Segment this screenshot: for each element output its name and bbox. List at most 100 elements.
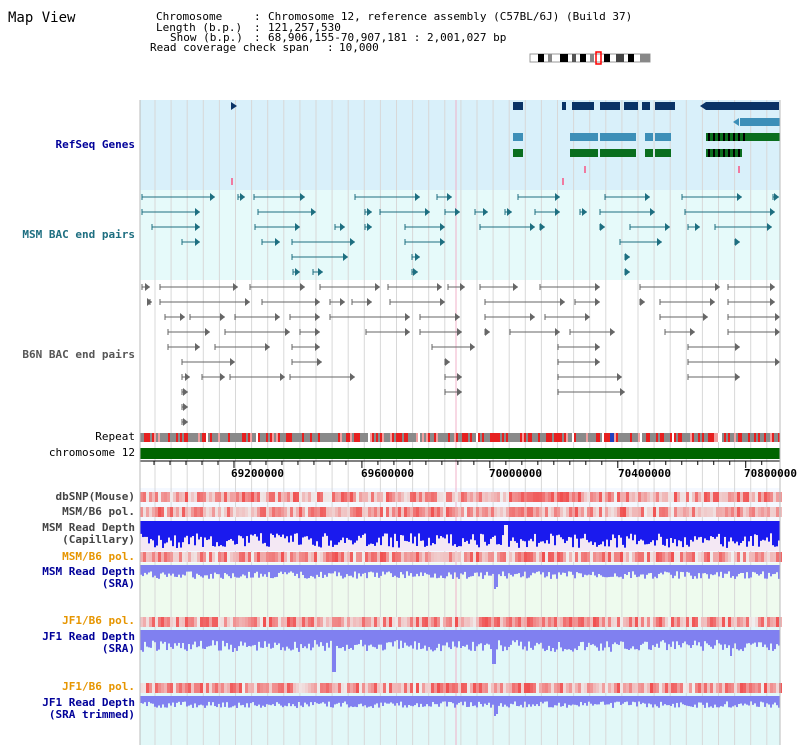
- repeat-element: [354, 433, 356, 442]
- jf1-sra-depth-bar: [248, 630, 250, 646]
- b6n-bac-pair-arrow: [703, 313, 708, 321]
- msm-capillary-depth-bar: [184, 521, 186, 538]
- dbsnp-label[interactable]: dbSNP(Mouse): [55, 490, 135, 503]
- msm-sra-depth-bar: [630, 565, 632, 579]
- jf1-sra-depth-bar: [344, 630, 346, 651]
- msm-b6-pol-cell: [707, 507, 710, 517]
- b6n-bac-label[interactable]: B6N BAC end pairs: [22, 348, 135, 361]
- msm-b6-pol-cell: [692, 507, 695, 517]
- dbsnp-cell: [215, 492, 218, 502]
- msm-b6-pol-cell: [629, 507, 632, 517]
- refseq-mark: [231, 178, 233, 185]
- jf1-b6-pol-cell: [623, 617, 626, 627]
- msm-depth-capillary-label[interactable]: MSM Read Depth (Capillary): [20, 522, 135, 546]
- msm-sra-depth-bar: [180, 565, 182, 578]
- jf1-trimmed-depth-bar: [360, 696, 362, 704]
- dbsnp-cell: [233, 492, 236, 502]
- msm-sra-depth-bar: [724, 565, 726, 574]
- msm-depth-sra-label[interactable]: MSM Read Depth (SRA): [20, 566, 135, 590]
- msm-sra-depth-bar: [510, 565, 512, 575]
- jf1-trimmed-depth-bar: [486, 696, 488, 706]
- jf1-b6-pol2-cell: [584, 683, 587, 693]
- jf1-b6-pol2-cell: [242, 683, 245, 693]
- jf1-b6-pol2-cell: [773, 683, 776, 693]
- jf1-trimmed-depth-bar: [556, 696, 558, 706]
- jf1-b6-pol-label-2[interactable]: JF1/B6 pol.: [62, 680, 135, 693]
- jf1-sra-depth-bar: [642, 630, 644, 644]
- jf1-trimmed-depth-bar: [346, 696, 348, 705]
- msm-sra-depth-bar: [554, 565, 556, 575]
- msm-capillary-depth-bar: [432, 521, 434, 544]
- msm-capillary-depth-bar: [348, 521, 350, 540]
- jf1-sra-depth-bar: [760, 630, 762, 643]
- msm-capillary-depth-bar: [252, 521, 254, 536]
- msm-b6-pol-cell: [512, 507, 515, 517]
- jf1-b6-pol-label-1[interactable]: JF1/B6 pol.: [62, 614, 135, 627]
- msm-capillary-depth-bar: [582, 521, 584, 539]
- repeat-element: [276, 433, 278, 442]
- jf1-trimmed-depth-bar: [498, 696, 500, 706]
- repeat-element: [564, 433, 566, 442]
- jf1-b6-pol-cell: [590, 617, 593, 627]
- jf1-b6-pol-cell: [455, 617, 458, 627]
- dbsnp-cell: [614, 492, 617, 502]
- b6n-bac-pair-arrow: [437, 283, 442, 291]
- repeat-element: [272, 433, 274, 442]
- jf1-trimmed-depth-bar: [608, 696, 610, 705]
- msm-b6-pol2-cell: [749, 552, 752, 562]
- jf1-trimmed-depth-bar: [552, 696, 554, 708]
- msm-b6-pol-cell: [530, 507, 533, 517]
- jf1-depth-trimmed-label[interactable]: JF1 Read Depth (SRA trimmed): [20, 697, 135, 721]
- refseq-label[interactable]: RefSeq Genes: [55, 138, 135, 151]
- msm-sra-depth-bar: [416, 565, 418, 574]
- jf1-trimmed-depth-bar: [208, 696, 210, 702]
- msm-b6-pol-cell: [728, 507, 731, 517]
- msm-b6-pol-cell: [476, 507, 479, 517]
- msm-b6-pol-label-2[interactable]: MSM/B6 pol.: [62, 550, 135, 563]
- msm-bac-label[interactable]: MSM BAC end pairs: [22, 228, 135, 241]
- b6n-bac-pair-arrow: [265, 343, 270, 351]
- jf1-sra-depth-bar: [666, 630, 668, 651]
- jf1-sra-depth-bar: [380, 630, 382, 645]
- jf1-sra-depth-bar: [222, 630, 224, 641]
- msm-bac-pair-arrow: [645, 193, 650, 201]
- msm-capillary-depth-bar: [658, 521, 660, 534]
- jf1-b6-pol2-cell: [314, 683, 317, 693]
- jf1-trimmed-depth-bar: [520, 696, 522, 705]
- msm-capillary-depth-bar: [636, 521, 638, 545]
- msm-sra-depth-bar: [248, 565, 250, 572]
- msm-b6-pol-label-1[interactable]: MSM/B6 pol.: [62, 505, 135, 518]
- jf1-trimmed-depth-bar: [368, 696, 370, 707]
- msm-b6-pol-cell: [677, 507, 680, 517]
- dbsnp-cell: [617, 492, 620, 502]
- msm-capillary-depth-bar: [630, 521, 632, 534]
- msm-sra-depth-bar: [500, 565, 502, 577]
- dbsnp-cell: [551, 492, 554, 502]
- msm-capillary-depth-bar: [338, 521, 340, 543]
- jf1-sra-depth-bar: [234, 630, 236, 648]
- jf1-depth-sra-label[interactable]: JF1 Read Depth (SRA): [20, 631, 135, 655]
- jf1-sra-depth-bar: [728, 630, 730, 646]
- jf1-sra-depth-bar: [348, 630, 350, 650]
- jf1-b6-pol2-cell: [221, 683, 224, 693]
- gene-block: [740, 118, 780, 126]
- jf1-b6-pol2-cell: [308, 683, 311, 693]
- msm-sra-depth-bar: [168, 565, 170, 574]
- jf1-trimmed-depth-bar: [478, 696, 480, 702]
- dbsnp-cell: [242, 492, 245, 502]
- dbsnp-cell: [206, 492, 209, 502]
- dbsnp-cell: [170, 492, 173, 502]
- dbsnp-cell: [281, 492, 284, 502]
- jf1-trimmed-depth-bar: [352, 696, 354, 708]
- msm-sra-depth-bar: [430, 565, 432, 578]
- msm-bac-pair-arrow: [240, 193, 245, 201]
- msm-b6-pol-cell: [665, 507, 668, 517]
- msm-b6-pol2-cell: [329, 552, 332, 562]
- jf1-sra-depth-bar: [738, 630, 740, 651]
- jf1-sra-depth-bar: [590, 630, 592, 645]
- jf1-b6-pol-cell: [200, 617, 203, 627]
- msm-b6-pol2-cell: [728, 552, 731, 562]
- msm-sra-depth-bar: [260, 565, 262, 574]
- jf1-trimmed-depth-bar: [148, 696, 150, 702]
